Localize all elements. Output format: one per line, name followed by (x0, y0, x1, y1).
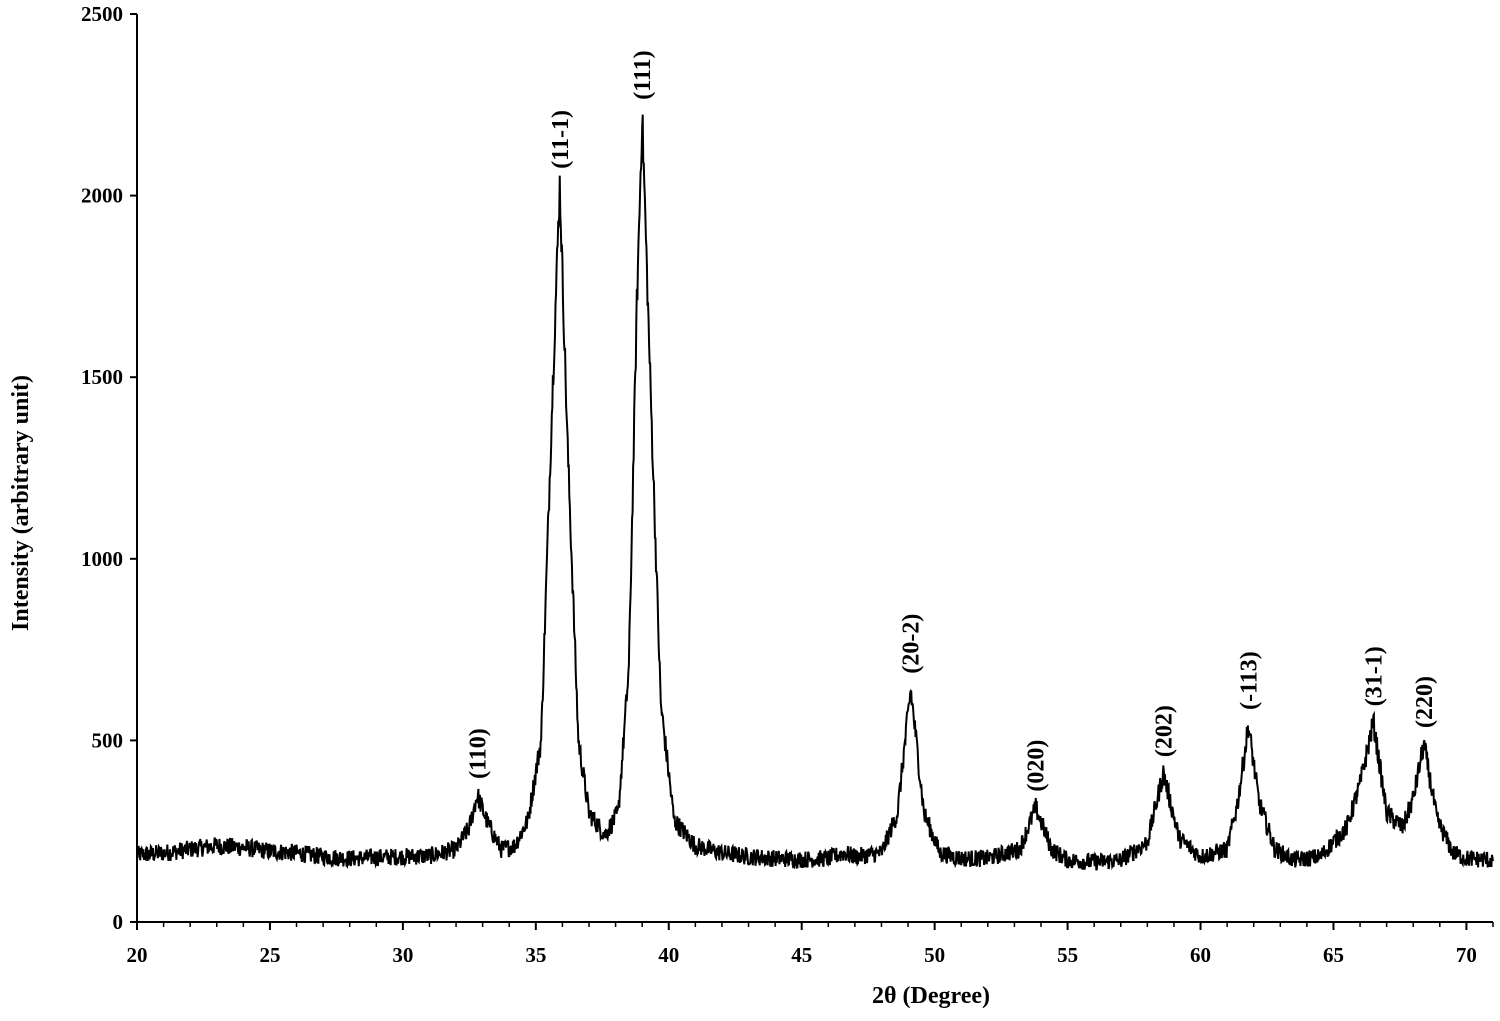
peak-label: (220) (1412, 676, 1438, 728)
y-tick-label: 0 (113, 910, 124, 934)
x-tick-label: 30 (392, 943, 413, 967)
peak-label: (111) (630, 50, 656, 99)
peak-label: (020) (1024, 740, 1050, 792)
x-tick-label: 60 (1190, 943, 1211, 967)
peak-labels: (110) (11-1) (111) (20-2) (020) (202) (-113) (3… (465, 50, 1438, 791)
peak-label: (11-1) (548, 110, 574, 169)
y-tick-label: 2500 (81, 2, 123, 26)
peak-label: (20-2) (899, 614, 925, 674)
x-tick-label: 25 (259, 943, 280, 967)
x-tick-label: 35 (525, 943, 546, 967)
y-tick-label: 1000 (81, 547, 123, 571)
x-ticks: 20 25 30 35 40 45 50 55 60 65 70 (127, 922, 1494, 967)
y-tick-label: 2000 (81, 184, 123, 208)
series-line (136, 114, 1494, 871)
x-tick-label: 40 (658, 943, 679, 967)
peak-label: (110) (465, 728, 491, 779)
x-axis-title: 2θ (Degree) (872, 983, 990, 1009)
y-ticks: 0 500 1000 1500 2000 2500 (81, 2, 137, 934)
peak-label: (202) (1151, 705, 1177, 757)
y-axis-title: Intensity (arbitrary unit) (8, 375, 34, 631)
x-tick-label: 20 (127, 943, 148, 967)
x-tick-label: 65 (1323, 943, 1344, 967)
x-tick-label: 55 (1057, 943, 1078, 967)
y-tick-label: 1500 (81, 365, 123, 389)
y-tick-label: 500 (92, 728, 124, 752)
peak-label: (-113) (1236, 651, 1262, 710)
peak-label: (31-1) (1361, 646, 1387, 706)
x-tick-label: 70 (1456, 943, 1477, 967)
x-tick-label: 50 (924, 943, 945, 967)
x-tick-label: 45 (791, 943, 812, 967)
